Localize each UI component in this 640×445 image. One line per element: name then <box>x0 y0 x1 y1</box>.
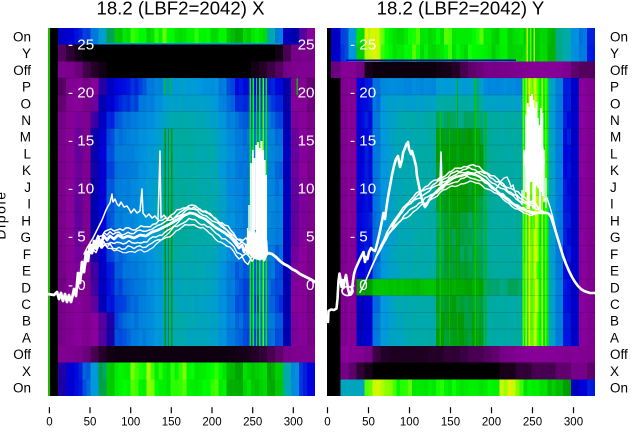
svg-text:- 0: - 0 <box>350 277 368 294</box>
svg-text:On: On <box>610 29 628 44</box>
svg-text:250: 250 <box>523 417 542 429</box>
svg-text:- 5: - 5 <box>68 229 86 246</box>
svg-text:On: On <box>13 381 31 396</box>
svg-text:250: 250 <box>243 417 262 429</box>
svg-text:150: 150 <box>441 417 460 429</box>
svg-text:I: I <box>27 197 31 212</box>
svg-text:D: D <box>21 280 31 295</box>
svg-text:- 20: - 20 <box>350 84 376 101</box>
svg-text:E: E <box>610 264 619 279</box>
svg-text:- 10: - 10 <box>350 181 376 198</box>
svg-text:J: J <box>24 180 31 195</box>
svg-text:18.2 (LBF2=2042) Y: 18.2 (LBF2=2042) Y <box>377 0 545 19</box>
svg-text:G: G <box>20 230 31 245</box>
svg-text:D: D <box>610 280 620 295</box>
svg-text:- 25: - 25 <box>350 36 376 53</box>
svg-text:J: J <box>610 180 617 195</box>
svg-text:- 20: - 20 <box>68 84 94 101</box>
svg-text:H: H <box>610 213 620 228</box>
svg-text:Y: Y <box>610 46 619 61</box>
svg-text:F: F <box>23 247 31 262</box>
svg-text:C: C <box>610 297 620 312</box>
svg-text:10: 10 <box>298 181 315 198</box>
svg-text:P: P <box>22 80 31 95</box>
svg-text:150: 150 <box>162 417 181 429</box>
svg-text:N: N <box>21 113 31 128</box>
svg-text:200: 200 <box>202 417 221 429</box>
svg-text:300: 300 <box>564 417 583 429</box>
svg-text:- 25: - 25 <box>68 36 94 53</box>
svg-text:- 15: - 15 <box>68 133 94 150</box>
svg-text:A: A <box>22 331 31 346</box>
svg-text:A: A <box>610 331 619 346</box>
svg-text:O: O <box>610 96 621 111</box>
svg-text:Off: Off <box>13 347 31 362</box>
svg-text:B: B <box>22 314 31 329</box>
svg-text:M: M <box>20 130 31 145</box>
svg-text:200: 200 <box>482 417 501 429</box>
svg-text:15: 15 <box>298 133 315 150</box>
svg-text:On: On <box>13 29 31 44</box>
svg-text:Dipole: Dipole <box>0 190 9 239</box>
svg-text:X: X <box>610 364 619 379</box>
svg-text:50: 50 <box>84 417 97 429</box>
svg-text:C: C <box>21 297 31 312</box>
svg-text:G: G <box>610 230 621 245</box>
svg-text:Y: Y <box>22 46 31 61</box>
svg-text:F: F <box>610 247 618 262</box>
svg-text:300: 300 <box>284 417 303 429</box>
svg-text:- 5: - 5 <box>350 229 368 246</box>
svg-text:P: P <box>610 80 619 95</box>
svg-text:0: 0 <box>306 277 314 294</box>
svg-text:Off: Off <box>610 63 628 78</box>
svg-text:- 10: - 10 <box>68 181 94 198</box>
svg-text:M: M <box>610 130 621 145</box>
svg-text:50: 50 <box>362 417 375 429</box>
svg-text:18.2 (LBF2=2042) X: 18.2 (LBF2=2042) X <box>97 0 266 19</box>
svg-text:H: H <box>21 213 31 228</box>
svg-text:0: 0 <box>324 417 330 429</box>
svg-text:25: 25 <box>298 36 315 53</box>
svg-text:Off: Off <box>13 63 31 78</box>
svg-text:100: 100 <box>400 417 419 429</box>
svg-text:L: L <box>610 147 618 162</box>
svg-text:L: L <box>23 147 31 162</box>
svg-text:Off: Off <box>610 347 628 362</box>
svg-text:20: 20 <box>298 84 315 101</box>
svg-text:K: K <box>22 163 31 178</box>
svg-text:O: O <box>20 96 31 111</box>
svg-text:K: K <box>610 163 619 178</box>
svg-text:100: 100 <box>121 417 140 429</box>
svg-text:I: I <box>610 197 614 212</box>
svg-text:5: 5 <box>306 229 314 246</box>
svg-text:- 15: - 15 <box>350 133 376 150</box>
svg-text:N: N <box>610 113 620 128</box>
svg-text:X: X <box>22 364 31 379</box>
svg-text:On: On <box>610 381 628 396</box>
svg-text:B: B <box>610 314 619 329</box>
svg-text:E: E <box>22 264 31 279</box>
svg-text:0: 0 <box>46 417 52 429</box>
